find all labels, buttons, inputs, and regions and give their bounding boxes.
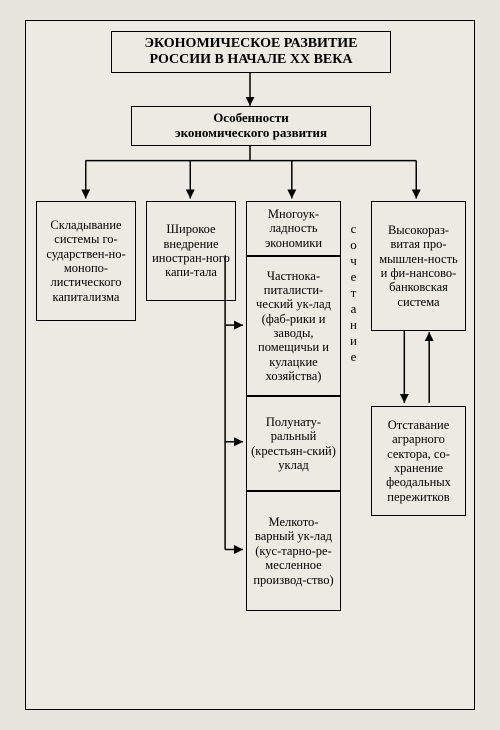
page: ЭКОНОМИЧЕСКОЕ РАЗВИТИЕ РОССИИ В НАЧАЛЕ X… xyxy=(0,0,500,730)
box3a-text: Многоук-ладность экономики xyxy=(250,207,337,250)
title-line2: РОССИИ В НАЧАЛЕ XX ВЕКА xyxy=(149,52,352,67)
diagram-canvas: ЭКОНОМИЧЕСКОЕ РАЗВИТИЕ РОССИИ В НАЧАЛЕ X… xyxy=(25,20,475,710)
box-seminatural: Полунату-ральный (крестьян-ский) уклад xyxy=(246,396,341,491)
box-industry-finance: Высокораз-витая про-мышлен-ность и фи-на… xyxy=(371,201,466,331)
box-small-commodity: Мелкото-варный ук-лад (кус-тарно-ре-месл… xyxy=(246,491,341,611)
features-header-box: Особенности экономического развития xyxy=(131,106,371,146)
box5-text: Отставание аграрного сектора, со-хранени… xyxy=(375,418,462,504)
box3c-text: Полунату-ральный (крестьян-ский) уклад xyxy=(250,415,337,473)
side-label-combination: сочетание xyxy=(344,221,364,365)
box-multiuklad: Многоук-ладность экономики xyxy=(246,201,341,256)
box-agrarian-lag: Отставание аграрного сектора, со-хранени… xyxy=(371,406,466,516)
features-line2: экономического развития xyxy=(175,125,327,140)
box2-text: Широкое внедрение иностран-ного капи-тал… xyxy=(150,222,232,280)
box-state-monopoly: Складывание системы го-сударствен-но-мон… xyxy=(36,201,136,321)
box-private-capitalist: Частнока-питалисти-ческий ук-лад (фаб-ри… xyxy=(246,256,341,396)
box-foreign-capital: Широкое внедрение иностран-ного капи-тал… xyxy=(146,201,236,301)
box3d-text: Мелкото-варный ук-лад (кус-тарно-ре-месл… xyxy=(250,515,337,587)
box3b-text: Частнока-питалисти-ческий ук-лад (фаб-ри… xyxy=(250,269,337,384)
box1-text: Складывание системы го-сударствен-но-мон… xyxy=(40,218,132,304)
box4-text: Высокораз-витая про-мышлен-ность и фи-на… xyxy=(375,223,462,309)
title-box: ЭКОНОМИЧЕСКОЕ РАЗВИТИЕ РОССИИ В НАЧАЛЕ X… xyxy=(111,31,391,73)
title-line1: ЭКОНОМИЧЕСКОЕ РАЗВИТИЕ xyxy=(144,36,357,51)
features-line1: Особенности xyxy=(213,110,289,125)
